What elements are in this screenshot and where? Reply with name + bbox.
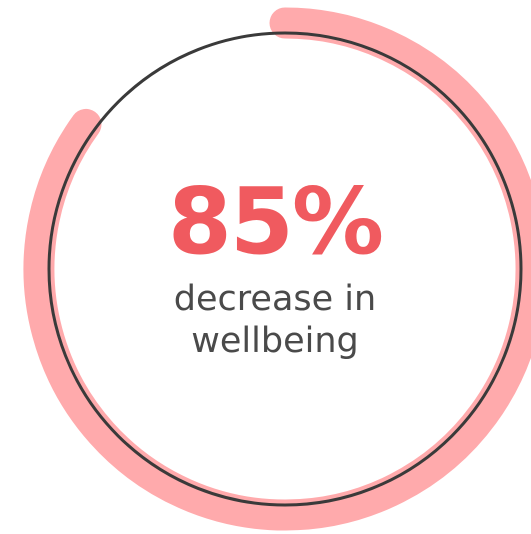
stat-caption-line-1: decrease in <box>173 279 377 319</box>
stat-caption-line-2: wellbeing <box>191 321 359 361</box>
stat-value: 85% <box>167 168 384 275</box>
stat-caption: decrease in wellbeing <box>0 278 531 362</box>
progress-arc <box>23 7 531 531</box>
stat-block: 85% decrease in wellbeing <box>0 170 531 362</box>
outline-ring <box>47 31 523 507</box>
